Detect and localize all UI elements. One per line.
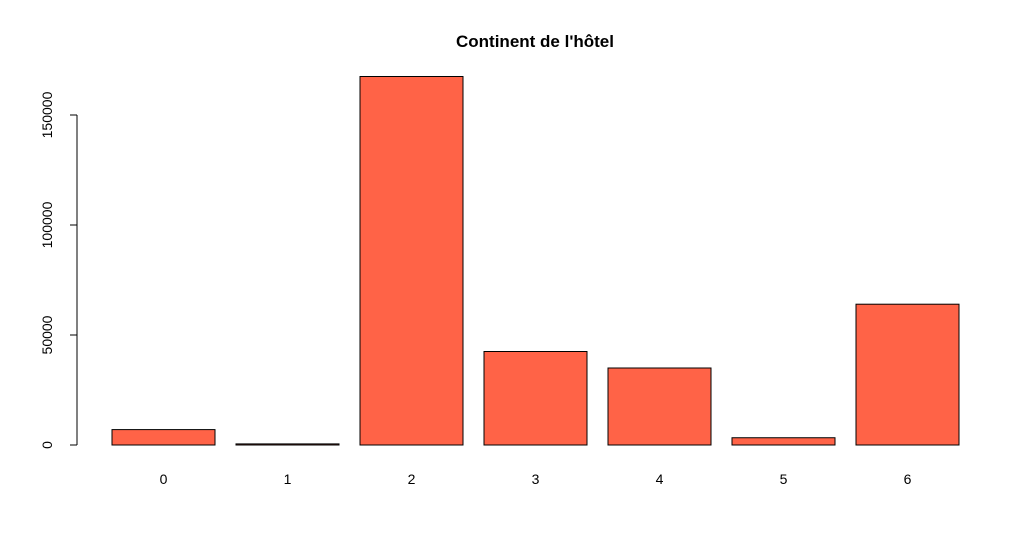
x-tick-label: 3 [532,471,540,487]
y-tick-label: 50000 [39,315,55,354]
y-tick-label: 150000 [39,91,55,138]
bars [111,76,960,446]
x-tick-label: 2 [408,471,416,487]
x-axis-labels: 0 1 2 3 4 5 6 [160,471,912,487]
y-tick-label: 0 [39,441,55,449]
bar-6 [855,303,960,446]
bar-3 [483,351,588,446]
bar-1 [235,443,340,446]
chart-title: Continent de l'hôtel [456,32,614,51]
bar-4 [607,367,712,446]
x-tick-label: 6 [904,471,912,487]
x-tick-label: 0 [160,471,168,487]
y-tick-label: 100000 [39,201,55,248]
y-axis: 0 50000 100000 150000 [39,91,78,449]
bar-2 [359,76,464,446]
bar-5 [731,437,836,446]
x-tick-label: 1 [284,471,292,487]
bar-0 [111,429,216,446]
x-tick-label: 4 [656,471,664,487]
x-tick-label: 5 [780,471,788,487]
